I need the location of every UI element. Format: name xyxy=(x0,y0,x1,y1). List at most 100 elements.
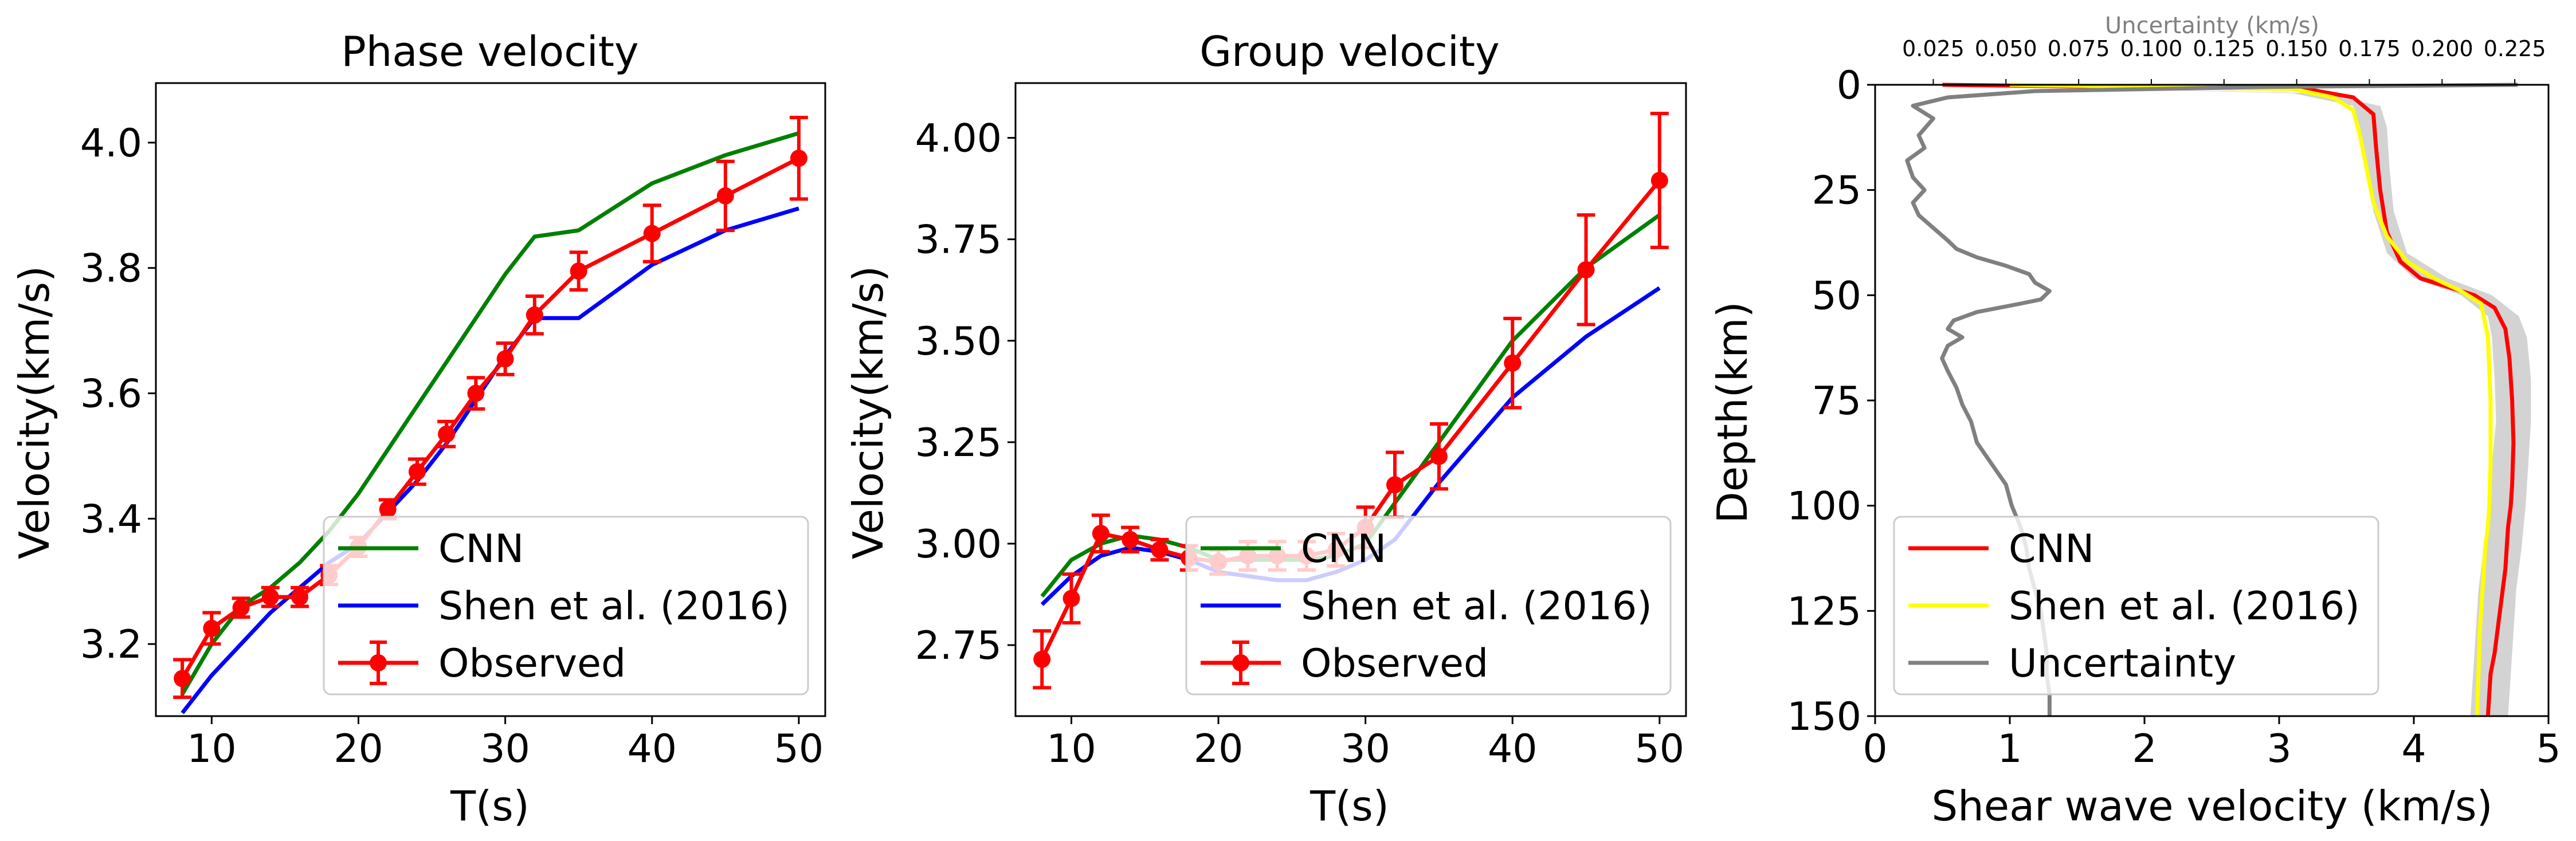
y-tick-label: 3.6 xyxy=(80,372,142,417)
legend-label: Shen et al. (2016) xyxy=(1301,584,1652,629)
x-tick-label: 30 xyxy=(480,726,530,772)
plot-frame xyxy=(1014,82,1687,717)
x-tick-label: 40 xyxy=(1488,726,1538,772)
y-tick-label: 3.00 xyxy=(915,522,1002,567)
x-tick-label: 5 xyxy=(2536,726,2561,772)
data-point-observed xyxy=(467,384,485,402)
top-x-tick-label: 0.200 xyxy=(2411,36,2473,61)
data-point-observed xyxy=(261,588,279,606)
x-tick-label: 30 xyxy=(1340,726,1390,772)
y-tick-label: 4.00 xyxy=(915,116,1002,162)
legend-box xyxy=(1185,516,1672,695)
data-point-observed xyxy=(1577,261,1595,278)
data-point-observed xyxy=(526,306,543,324)
y-tick-label: 2.75 xyxy=(915,623,1002,669)
top-x-axis-label: Uncertainty (km/s) xyxy=(2105,13,2319,39)
top-x-tick-label: 0.225 xyxy=(2484,36,2546,61)
series-line-shen-et-al-2016 xyxy=(2009,82,2493,717)
plot-frame xyxy=(155,82,826,717)
x-tick-label: 3 xyxy=(2267,726,2291,772)
legend-label: Shen et al. (2016) xyxy=(2009,584,2360,629)
legend-label: CNN xyxy=(438,526,524,572)
y-tick-label: 3.25 xyxy=(915,421,1002,466)
y-tick-label: 3.50 xyxy=(915,319,1002,364)
data-point-observed xyxy=(716,187,734,205)
y-tick-label: 3.75 xyxy=(915,218,1002,263)
data-point-observed xyxy=(1650,172,1668,189)
uncertainty-band xyxy=(1942,85,2531,716)
y-tick-label: 3.2 xyxy=(80,622,142,667)
data-point-observed xyxy=(203,619,221,637)
legend-label: CNN xyxy=(2009,526,2094,572)
phase-velocity-panel: Phase velocity T(s) Velocity(km/s) 10 20 3… xyxy=(10,27,826,830)
x-tick-label: 4 xyxy=(2401,726,2426,772)
panel-title: Phase velocity xyxy=(341,27,638,76)
y-tick-label: 3.8 xyxy=(80,246,142,292)
y-tick-label: 4.0 xyxy=(80,121,142,166)
legend-label: CNN xyxy=(1301,526,1386,572)
x-axis-label: T(s) xyxy=(1309,782,1389,830)
x-tick-label: 20 xyxy=(334,726,383,772)
y-tick-label: 0 xyxy=(1837,63,1861,108)
x-tick-label: 10 xyxy=(187,726,237,772)
data-point-observed xyxy=(1122,530,1139,548)
data-point-observed xyxy=(1504,354,1522,372)
x-tick-label: 50 xyxy=(774,726,824,772)
data-point-observed xyxy=(1386,476,1403,494)
y-tick-label: 3.4 xyxy=(80,497,142,542)
data-point-observed xyxy=(1033,650,1051,668)
x-axis-label: T(s) xyxy=(450,782,530,830)
y-tick-label: 150 xyxy=(1787,694,1861,740)
data-point-observed xyxy=(496,350,514,368)
legend-label: Observed xyxy=(438,641,626,686)
x-tick-label: 2 xyxy=(2132,726,2157,772)
data-point-observed xyxy=(379,500,397,518)
y-tick-label: 50 xyxy=(1812,273,1861,319)
legend-label: Observed xyxy=(1301,641,1488,686)
x-tick-label: 1 xyxy=(1997,726,2022,772)
x-tick-label: 10 xyxy=(1046,726,1096,772)
y-tick-label: 100 xyxy=(1787,484,1861,529)
top-x-tick-label: 0.150 xyxy=(2265,36,2328,61)
y-tick-label: 125 xyxy=(1787,589,1861,634)
panel-title: Group velocity xyxy=(1199,27,1499,76)
y-axis-label: Depth(km) xyxy=(1708,301,1756,523)
data-point-observed xyxy=(1430,447,1448,465)
legend-box xyxy=(1893,516,2379,695)
top-x-tick-label: 0.025 xyxy=(1902,36,1965,61)
series-line-cnn xyxy=(1942,82,2516,717)
legend-box xyxy=(323,516,809,695)
legend-label: Uncertainty xyxy=(2009,641,2236,686)
top-x-tick-label: 0.075 xyxy=(2048,36,2110,61)
shear-velocity-depth-panel: Uncertainty (km/s) Shear wave velocity (… xyxy=(1708,13,2561,830)
data-point-observed xyxy=(1062,590,1080,607)
data-point-observed xyxy=(232,599,250,616)
group-velocity-panel: Group velocity T(s) Velocity(km/s) 10 20 3… xyxy=(844,27,1687,830)
y-axis-label: Velocity(km/s) xyxy=(844,266,892,559)
x-tick-label: 50 xyxy=(1635,726,1685,772)
x-axis-label: Shear wave velocity (km/s) xyxy=(1931,782,2492,830)
y-tick-label: 25 xyxy=(1812,168,1861,214)
y-axis-label: Velocity(km/s) xyxy=(10,266,58,559)
x-tick-label: 40 xyxy=(627,726,677,772)
top-x-tick-label: 0.100 xyxy=(2120,36,2183,61)
legend-swatch-marker xyxy=(370,654,387,671)
top-x-tick-label: 0.175 xyxy=(2338,36,2401,61)
y-tick-label: 75 xyxy=(1812,379,1861,424)
data-point-observed xyxy=(1092,525,1109,543)
data-point-observed xyxy=(438,425,456,443)
data-point-observed xyxy=(790,150,807,167)
legend-label: Shen et al. (2016) xyxy=(438,584,790,629)
series-line-cnn xyxy=(181,131,799,695)
x-tick-label: 20 xyxy=(1194,726,1244,772)
data-point-observed xyxy=(408,463,426,481)
top-x-tick-label: 0.050 xyxy=(1975,36,2037,61)
data-point-observed xyxy=(291,588,309,606)
top-x-tick-label: 0.125 xyxy=(2193,36,2255,61)
x-tick-label: 0 xyxy=(1863,726,1887,772)
data-point-observed xyxy=(570,262,587,280)
data-point-observed xyxy=(643,225,661,242)
legend-swatch-marker xyxy=(1232,654,1249,671)
data-point-observed xyxy=(174,670,191,687)
